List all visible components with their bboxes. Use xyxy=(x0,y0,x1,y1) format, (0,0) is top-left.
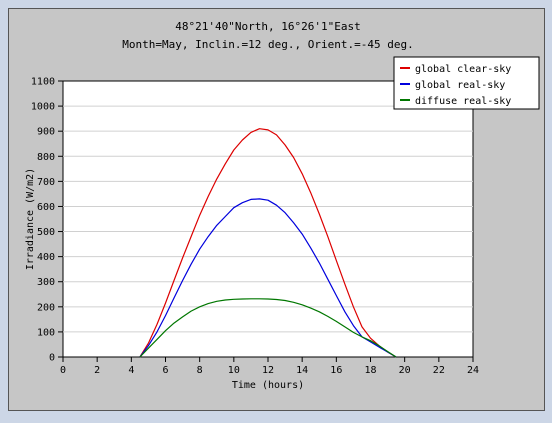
x-tick-label: 14 xyxy=(296,365,308,376)
y-tick-label: 900 xyxy=(37,127,55,138)
y-axis-label: Irradiance (W/m2) xyxy=(25,168,36,270)
x-tick-label: 24 xyxy=(467,365,479,376)
x-tick-label: 20 xyxy=(399,365,411,376)
y-tick-label: 800 xyxy=(37,152,55,163)
plot-area xyxy=(62,80,474,358)
legend: global clear-sky global real-sky diffuse… xyxy=(393,56,540,110)
series-line-diffuse-real-sky xyxy=(139,298,397,358)
series-line-global-clear-sky xyxy=(139,128,397,358)
x-tick-label: 0 xyxy=(60,365,66,376)
legend-box xyxy=(393,56,540,110)
x-tick-label: 18 xyxy=(364,365,376,376)
y-tick-label: 400 xyxy=(37,252,55,263)
chart-subtitle: Month=May, Inclin.=12 deg., Orient.=-45 … xyxy=(122,38,413,51)
y-tick-label: 700 xyxy=(37,177,55,188)
x-tick-label: 16 xyxy=(330,365,342,376)
x-tick-label: 2 xyxy=(94,365,100,376)
x-tick-label: 10 xyxy=(228,365,240,376)
legend-label-2: diffuse real-sky xyxy=(415,96,511,107)
x-tick-label: 12 xyxy=(262,365,274,376)
x-tick-label: 6 xyxy=(162,365,168,376)
y-tick-label: 300 xyxy=(37,277,55,288)
x-tick-label: 8 xyxy=(197,365,203,376)
y-tick-label: 100 xyxy=(37,327,55,338)
series-lines xyxy=(139,128,397,358)
x-axis-label: Time (hours) xyxy=(232,380,304,391)
y-tick-label: 1100 xyxy=(31,77,55,88)
y-tick-label: 600 xyxy=(37,202,55,213)
grid-lines xyxy=(63,105,473,333)
x-tick-label: 4 xyxy=(128,365,134,376)
chart-title: 48°21'40"North, 16°26'1"East xyxy=(175,20,360,33)
y-tick-label: 500 xyxy=(37,227,55,238)
legend-label-1: global real-sky xyxy=(415,80,505,91)
x-tick-label: 22 xyxy=(433,365,445,376)
series-line-global-real-sky xyxy=(139,198,397,358)
y-tick-label: 0 xyxy=(49,353,55,364)
legend-label-0: global clear-sky xyxy=(415,64,511,75)
y-tick-label: 200 xyxy=(37,302,55,313)
y-tick-label: 1000 xyxy=(31,102,55,113)
